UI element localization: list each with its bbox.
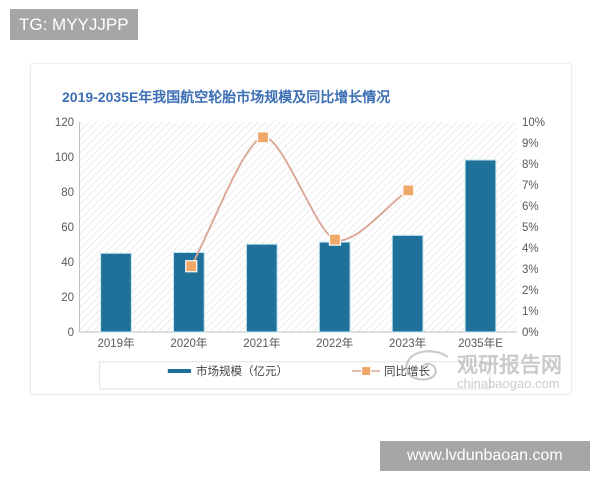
svg-text:80: 80 [61, 187, 74, 199]
svg-text:40: 40 [61, 257, 74, 269]
svg-text:2022年: 2022年 [316, 336, 353, 350]
svg-text:20: 20 [61, 292, 74, 304]
svg-text:2021年: 2021年 [243, 336, 280, 350]
svg-text:60: 60 [61, 222, 74, 234]
svg-text:观研报告网: 观研报告网 [457, 353, 562, 377]
svg-text:2020年: 2020年 [170, 336, 207, 350]
svg-text:120: 120 [55, 117, 74, 129]
svg-text:7%: 7% [522, 180, 539, 192]
svg-text:2%: 2% [522, 285, 539, 297]
svg-text:2019年: 2019年 [97, 336, 134, 350]
svg-text:2023年: 2023年 [389, 336, 426, 350]
svg-text:3%: 3% [522, 264, 539, 276]
svg-text:0%: 0% [522, 327, 539, 339]
svg-text:100: 100 [55, 152, 74, 164]
svg-text:6%: 6% [522, 201, 539, 213]
svg-text:10%: 10% [522, 117, 545, 129]
svg-text:2035年E: 2035年E [458, 336, 503, 350]
svg-text:5%: 5% [522, 222, 539, 234]
svg-text:chinabaogao.com: chinabaogao.com [457, 376, 560, 391]
svg-text:1%: 1% [522, 306, 539, 318]
svg-text:4%: 4% [522, 243, 539, 255]
svg-text:市场规模（亿元）: 市场规模（亿元） [196, 364, 288, 378]
svg-text:8%: 8% [522, 159, 539, 171]
svg-text:9%: 9% [522, 138, 539, 150]
svg-text:0: 0 [68, 327, 74, 339]
